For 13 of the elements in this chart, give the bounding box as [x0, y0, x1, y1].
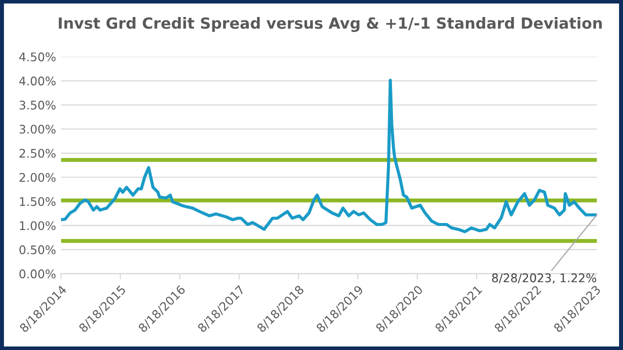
y-tick-label: 0.00%: [19, 269, 56, 278]
y-tick-label: 1.50%: [20, 197, 56, 206]
y-tick-label: 2.50%: [20, 148, 56, 158]
y-tick-label: 3.50%: [20, 100, 56, 110]
y-tick-label: 2.00%: [20, 172, 56, 182]
y-tick-label: 1.00%: [20, 221, 56, 230]
line-series: [61, 78, 597, 234]
annotation: 8/28/2023, 1.22%: [492, 273, 596, 284]
y-tick-label: 4.00%: [19, 76, 56, 86]
y-tick-label: 0.50%: [19, 245, 56, 254]
chart-title: Invst Grd Credit Spread versus Avg & +1/-1 Standard Deviation: [58, 17, 602, 32]
y-tick-label: 3.00%: [20, 124, 56, 134]
y-tick-label: 4.50%: [19, 52, 56, 62]
